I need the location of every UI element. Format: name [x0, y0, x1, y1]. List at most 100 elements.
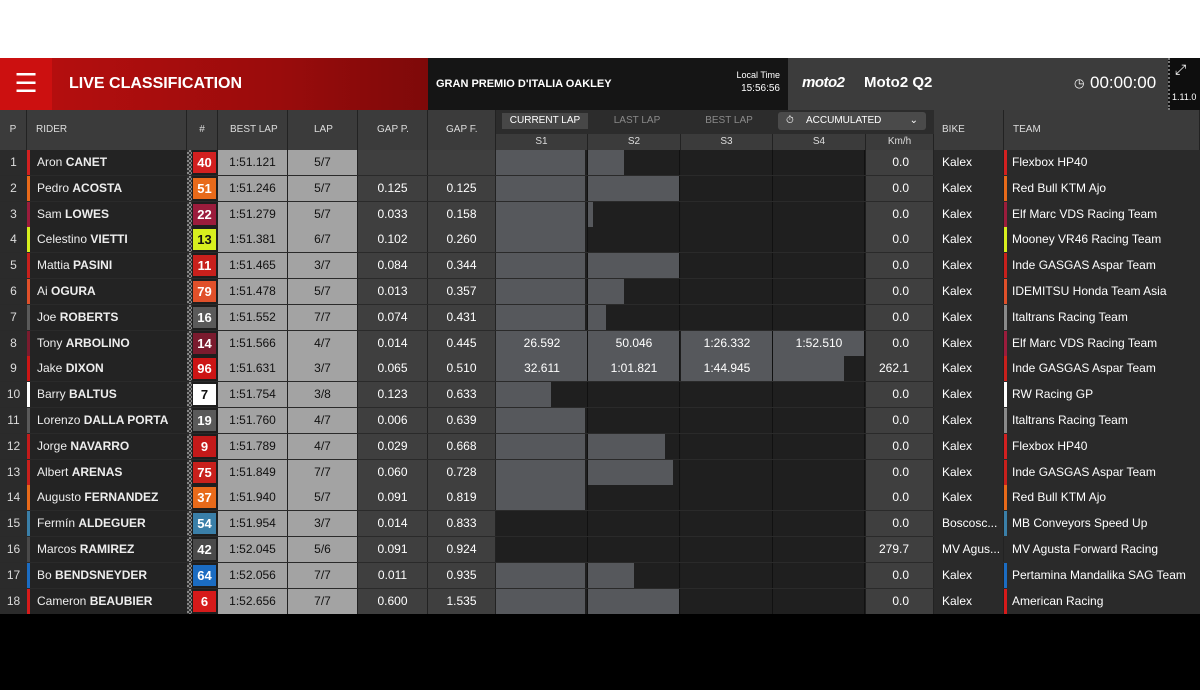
- sector-time: [681, 485, 772, 510]
- bike-make: Boscosc...: [934, 511, 1004, 537]
- fullscreen-icon[interactable]: ⤢: [1175, 61, 1187, 77]
- sector-time: [496, 537, 587, 562]
- best-lap: 1:52.045: [218, 537, 288, 562]
- team-name: American Racing: [1007, 588, 1200, 614]
- gap-first: 0.344: [428, 253, 496, 279]
- sector-progress: [588, 330, 679, 356]
- sector-time: [773, 150, 864, 175]
- sector-progress: [496, 201, 586, 227]
- speed: 0.0: [866, 175, 934, 201]
- bike-make: Kalex: [934, 588, 1004, 614]
- mode-dropdown[interactable]: ⏱ ACCUMULATED ⌄: [778, 112, 926, 130]
- table-row[interactable]: 13 Albert ARENAS 75 1:51.849 7/7 0.060 0.728 0.…: [0, 459, 1200, 485]
- table-row[interactable]: 10 Barry BALTUS 7 1:51.754 3/8 0.123 0.633 0.0 K…: [0, 382, 1200, 408]
- table-row[interactable]: 1 Aron CANET 40 1:51.121 5/7 0.0 Kalex Flexbox …: [0, 150, 1200, 175]
- rider-name[interactable]: Albert ARENAS: [30, 459, 187, 485]
- rider-color-stripe: [27, 304, 30, 330]
- sector-progress: [496, 356, 587, 382]
- rider-name[interactable]: Cameron BEAUBIER: [30, 588, 187, 614]
- checkered-flag-icon: [187, 227, 192, 253]
- team-name: Red Bull KTM Ajo: [1007, 175, 1200, 201]
- row-position: 7: [0, 304, 27, 330]
- rider-name[interactable]: Lorenzo DALLA PORTA: [30, 408, 187, 433]
- tab-current-lap[interactable]: CURRENT LAP: [502, 113, 588, 129]
- sector-4-cell: [773, 150, 865, 175]
- sector-4-cell: [773, 201, 865, 227]
- rider-name[interactable]: Augusto FERNANDEZ: [30, 485, 187, 511]
- sector-time: [588, 176, 679, 201]
- sector-progress: [588, 279, 625, 304]
- sector-4-cell: [773, 459, 865, 485]
- speed: 0.0: [866, 382, 934, 408]
- table-row[interactable]: 17 Bo BENDSNEYDER 64 1:52.056 7/7 0.011 0.935 0…: [0, 562, 1200, 588]
- checkered-flag-icon: [187, 356, 192, 382]
- rider-number: 11: [193, 255, 216, 277]
- rider-name[interactable]: Pedro ACOSTA: [30, 175, 187, 201]
- rider-color-stripe: [27, 279, 30, 304]
- rider-color-stripe: [27, 562, 30, 588]
- sector-time: [588, 227, 679, 252]
- row-position: 13: [0, 459, 27, 485]
- rider-name[interactable]: Mattia PASINI: [30, 253, 187, 279]
- table-row[interactable]: 12 Jorge NAVARRO 9 1:51.789 4/7 0.029 0.668 0.0…: [0, 433, 1200, 459]
- rider-last-name: CANET: [65, 155, 108, 169]
- table-row[interactable]: 6 Ai OGURA 79 1:51.478 5/7 0.013 0.357 0.0 Kalex…: [0, 279, 1200, 304]
- checkered-flag-icon: [187, 253, 192, 279]
- rider-name[interactable]: Jorge NAVARRO: [30, 433, 187, 459]
- rider-name[interactable]: Sam LOWES: [30, 201, 187, 227]
- sector-progress: [588, 304, 607, 330]
- sector-1-cell: 26.592: [496, 330, 588, 356]
- sector-3-cell: [681, 382, 773, 408]
- rider-name[interactable]: Bo BENDSNEYDER: [30, 562, 187, 588]
- table-row[interactable]: 4 Celestino VIETTI 13 1:51.381 6/7 0.102 0.260…: [0, 227, 1200, 253]
- gap-first: 0.639: [428, 408, 496, 433]
- session-bar: moto2 Moto2 Q2 ◷ 00:00:00: [788, 58, 1168, 110]
- sector-progress: [588, 150, 625, 175]
- sector-time: [773, 485, 864, 510]
- table-row[interactable]: 8 Tony ARBOLINO 14 1:51.566 4/7 0.014 0.445 26.…: [0, 330, 1200, 356]
- rider-name[interactable]: Celestino VIETTI: [30, 227, 187, 253]
- tab-best-lap[interactable]: BEST LAP: [705, 115, 753, 126]
- table-row[interactable]: 15 Fermín ALDEGUER 54 1:51.954 3/7 0.014 0.833…: [0, 511, 1200, 537]
- rider-name[interactable]: Barry BALTUS: [30, 382, 187, 408]
- team-name: Elf Marc VDS Racing Team: [1007, 201, 1200, 227]
- gap-previous: 0.091: [358, 537, 428, 562]
- sector-time: [773, 589, 864, 614]
- rider-color-stripe: [27, 201, 30, 227]
- rider-name[interactable]: Jake DIXON: [30, 356, 187, 382]
- table-row[interactable]: 5 Mattia PASINI 11 1:51.465 3/7 0.084 0.344 0.0…: [0, 253, 1200, 279]
- menu-button[interactable]: ☰: [0, 58, 52, 110]
- speed: 0.0: [866, 227, 934, 253]
- rider-name[interactable]: Joe ROBERTS: [30, 304, 187, 330]
- rider-first-name: Tony: [37, 335, 63, 350]
- rider-number: 22: [193, 203, 216, 225]
- table-row[interactable]: 11 Lorenzo DALLA PORTA 19 1:51.760 4/7 0.006 0…: [0, 408, 1200, 433]
- rider-name[interactable]: Marcos RAMIREZP: [30, 537, 187, 562]
- lap-count: 4/7: [288, 433, 358, 459]
- table-row[interactable]: 9 Jake DIXON 96 1:51.631 3/7 0.065 0.510 32.611…: [0, 356, 1200, 382]
- table-row[interactable]: 14 Augusto FERNANDEZ 37 1:51.940 5/7 0.091 0.8…: [0, 485, 1200, 511]
- best-lap: 1:51.754: [218, 382, 288, 408]
- sector-2-cell: [588, 304, 680, 330]
- sector-progress: [773, 356, 844, 382]
- gap-previous: 0.013: [358, 279, 428, 304]
- best-lap: 1:52.056: [218, 562, 288, 588]
- table-row[interactable]: 18 Cameron BEAUBIER 6 1:52.656 7/7 0.600 1.535…: [0, 588, 1200, 614]
- rider-name[interactable]: Fermín ALDEGUER: [30, 511, 187, 537]
- gap-previous: 0.060: [358, 459, 428, 485]
- rider-name[interactable]: Tony ARBOLINO: [30, 330, 187, 356]
- checkered-flag-icon: [187, 382, 192, 408]
- sector-time: [773, 253, 864, 278]
- rider-color-stripe: [27, 330, 30, 356]
- table-row[interactable]: 2 Pedro ACOSTA 51 1:51.246 5/7 0.125 0.125 0.0 K…: [0, 175, 1200, 201]
- table-row[interactable]: 3 Sam LOWES 22 1:51.279 5/7 0.033 0.158 0.0 Kale…: [0, 201, 1200, 227]
- table-row[interactable]: 7 Joe ROBERTS 16 1:51.552 7/7 0.074 0.431 0.0 Ka…: [0, 304, 1200, 330]
- speed: 0.0: [866, 201, 934, 227]
- team-color-stripe: [1004, 150, 1007, 175]
- rider-name[interactable]: Ai OGURA: [30, 279, 187, 304]
- tab-last-lap[interactable]: LAST LAP: [613, 115, 661, 126]
- lap-count: 5/6: [288, 537, 358, 562]
- gap-first: 0.431: [428, 304, 496, 330]
- rider-name[interactable]: Aron CANET: [30, 150, 187, 175]
